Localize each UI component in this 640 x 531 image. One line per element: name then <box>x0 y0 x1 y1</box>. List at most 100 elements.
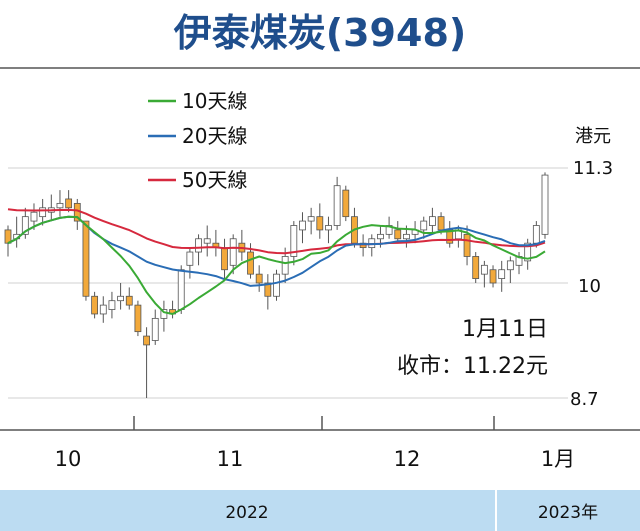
candle-body-up <box>403 233 410 240</box>
candle <box>30 203 38 230</box>
candle <box>255 265 263 292</box>
candle <box>429 207 436 235</box>
candle-body-up <box>108 300 116 310</box>
candle-body-up <box>480 264 488 275</box>
candle <box>368 234 376 257</box>
candle-body-up <box>299 220 306 231</box>
ma-10-line <box>7 215 546 315</box>
candle <box>342 185 350 222</box>
candle <box>290 221 298 266</box>
candle-body-up <box>429 216 436 226</box>
candle <box>351 207 358 248</box>
candle <box>498 260 506 292</box>
candle <box>472 252 480 283</box>
moving-average-lines <box>7 208 546 315</box>
candle <box>21 207 29 239</box>
legend: 10天線 20天線 50天線 <box>148 89 247 192</box>
candle-body-down <box>472 256 480 279</box>
ma-50-line <box>7 208 546 255</box>
candle <box>151 309 159 345</box>
candle <box>446 221 454 248</box>
candle <box>524 238 532 270</box>
x-tick-label-oct: 10 <box>55 447 82 471</box>
candle <box>480 260 488 288</box>
candle <box>238 229 246 261</box>
candle <box>47 194 55 222</box>
candle <box>307 207 315 235</box>
annotation-date: 1月11日 <box>462 317 548 342</box>
candle <box>420 216 428 239</box>
year-band-2022 <box>0 490 495 531</box>
candle <box>299 212 306 244</box>
annotation-close: 收市：11.22元 <box>397 354 548 379</box>
candle-body-up <box>203 238 211 244</box>
candle-body-up <box>498 269 506 279</box>
candle-body-up <box>420 220 428 231</box>
candle-body-down <box>134 304 142 333</box>
candle <box>125 287 133 310</box>
y-tick-label-mid: 10 <box>578 276 601 297</box>
candle <box>169 300 176 319</box>
y-tick-label-low: 8.7 <box>570 389 599 410</box>
candle <box>108 291 116 319</box>
candle <box>203 225 211 257</box>
candle <box>333 176 341 230</box>
candle <box>273 269 280 301</box>
candle-body-down <box>463 233 471 257</box>
candle-body-down <box>125 295 133 306</box>
x-axis-ticks <box>133 416 495 430</box>
candle <box>489 265 497 288</box>
candle-body-up <box>325 225 332 231</box>
candle <box>177 265 185 314</box>
candle <box>264 274 272 310</box>
candle <box>316 203 324 239</box>
legend-label-20: 20天線 <box>182 124 247 148</box>
candle-body-up <box>186 251 194 266</box>
candle <box>99 296 107 323</box>
year-band-2023 <box>497 490 640 531</box>
candle-body-up <box>195 238 202 253</box>
candle-body-up <box>532 225 540 244</box>
candle <box>39 198 47 226</box>
candle-body-up <box>524 242 532 262</box>
candle <box>212 229 220 257</box>
gridlines <box>8 167 568 399</box>
candle-body-down <box>342 189 350 218</box>
candle <box>82 220 90 301</box>
candle-body-down <box>437 216 445 231</box>
candle <box>160 300 168 332</box>
candle <box>56 190 64 217</box>
candle-body-down <box>255 273 263 284</box>
candle-body-up <box>273 273 280 297</box>
year-label-2023: 2023年 <box>538 503 598 523</box>
candle <box>117 283 124 310</box>
candle-body-down <box>221 247 228 271</box>
x-tick-label-jan: 1月 <box>541 447 575 471</box>
candle-body-down <box>489 269 497 284</box>
x-tick-label-nov: 11 <box>217 447 244 471</box>
candle-body-down <box>247 251 254 275</box>
candle <box>13 216 21 248</box>
candle-body-up <box>541 174 549 235</box>
candle <box>229 234 237 275</box>
candle-body-down <box>143 335 150 346</box>
candle-body-up <box>99 304 107 315</box>
candle-body-down <box>82 220 90 297</box>
currency-label: 港元 <box>575 126 611 147</box>
candle-body-down <box>316 216 324 231</box>
candle <box>195 234 202 266</box>
chart-title: 伊泰煤炭(3948) <box>173 11 467 55</box>
candle <box>4 225 12 257</box>
candle <box>73 198 81 230</box>
candle <box>186 247 194 279</box>
candle <box>394 221 402 244</box>
candle-body-up <box>290 225 298 257</box>
candle <box>325 216 332 244</box>
candle-body-up <box>377 233 384 240</box>
candle <box>143 327 150 398</box>
candle <box>91 291 99 319</box>
candle-body-up <box>281 256 289 275</box>
legend-label-50: 50天線 <box>182 168 247 192</box>
candle-body-up <box>117 295 124 302</box>
candle-body-up <box>333 185 341 226</box>
